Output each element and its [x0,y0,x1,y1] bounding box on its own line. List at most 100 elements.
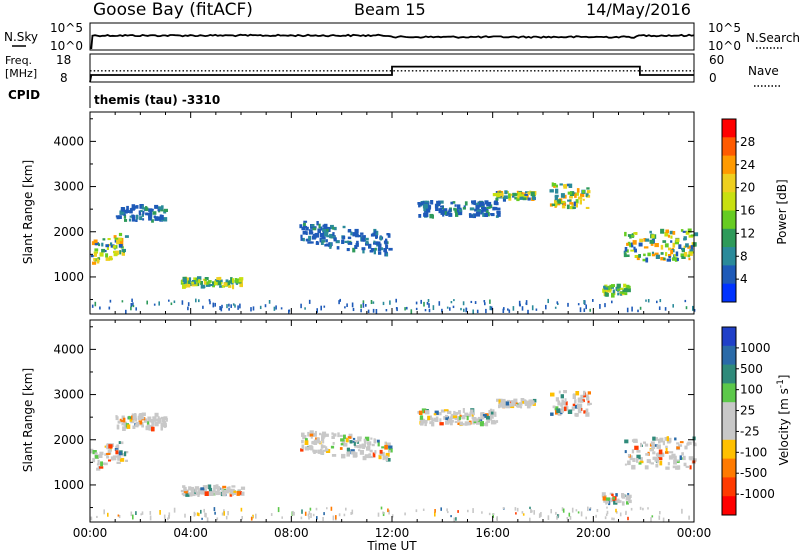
data-cell [508,309,511,313]
data-cell [225,515,228,520]
data-cell [492,206,496,211]
data-cell [404,512,406,516]
data-cell [601,492,606,496]
data-cell [693,309,696,312]
data-cell [346,451,350,457]
data-cell [443,416,447,420]
data-cell [102,238,106,241]
nsearch-tick-top: 10^5 [708,21,741,35]
data-cell [659,437,664,443]
data-cell [458,416,462,420]
data-cell [682,455,686,461]
data-cell [190,486,194,491]
data-cell [656,300,658,304]
data-cell [575,413,579,417]
data-cell [638,462,642,465]
data-cell [205,512,207,518]
data-cell [502,507,505,510]
data-cell [585,412,590,417]
data-cell [633,246,636,250]
data-cell [305,438,308,442]
data-cell [309,229,313,233]
data-cell [94,243,98,246]
data-cell [551,203,556,206]
freq-tick-top: 18 [56,53,71,67]
data-cell [385,309,388,312]
data-cell [154,204,159,209]
data-cell [449,307,451,311]
data-cell [449,416,453,420]
data-cell [205,281,209,285]
data-cell [624,463,627,466]
data-cell [454,208,458,213]
data-cell [229,488,233,493]
colorbar-swatch [722,421,736,441]
freq-tick-bottom: 8 [60,71,68,85]
data-cell [346,248,350,252]
data-cell [529,517,531,522]
data-cell [512,193,517,196]
data-cell [148,216,152,221]
data-cell [688,257,691,261]
data-cell [110,242,113,246]
data-cell [301,226,305,231]
nave-tick-bottom: 0 [709,71,717,85]
data-cell [514,197,518,200]
data-cell [367,455,371,458]
data-cell [332,235,336,238]
power-panel-background [90,112,694,314]
data-cell [417,202,420,205]
data-cell [482,414,487,418]
data-cell [574,193,577,198]
data-cell [370,300,373,305]
data-cell [428,308,431,313]
data-cell [676,442,680,445]
data-cell [507,308,509,311]
data-cell [160,416,164,419]
data-cell [109,299,112,303]
data-cell [312,449,315,453]
data-cell [685,306,688,310]
nsearch-tick-bottom: 10^0 [708,39,741,53]
data-cell [340,443,344,446]
data-cell [674,459,679,462]
data-cell [195,277,199,282]
colorbar-swatch [722,345,736,366]
data-cell [464,421,468,426]
data-cell [310,436,313,439]
data-cell [440,507,442,511]
power-colorbar-label: Power [dB] [775,179,789,244]
data-cell [560,402,563,407]
data-cell [624,439,629,444]
data-cell [692,458,697,462]
data-cell [440,210,445,215]
data-cell [681,247,684,251]
data-cell [338,300,340,305]
data-cell [270,513,273,516]
data-cell [436,200,440,204]
data-cell [322,517,324,522]
data-cell [565,406,569,411]
data-cell [604,284,608,288]
data-cell [496,207,501,211]
data-cell [187,306,189,311]
data-cell [337,432,340,438]
colorbar-swatch [722,137,736,157]
data-cell [203,508,205,513]
data-cell [157,206,162,210]
data-cell [674,240,679,245]
data-cell [422,200,427,204]
data-cell [305,226,309,231]
beam-title: Beam 15 [354,0,426,19]
data-cell [665,448,668,452]
data-cell [302,230,307,235]
data-cell [119,210,123,215]
data-cell [444,409,449,412]
data-cell [330,242,332,248]
data-cell [114,448,119,451]
data-cell [192,493,196,497]
data-cell [496,192,501,198]
data-cell [450,515,452,518]
data-cell [555,184,558,188]
data-cell [218,277,221,280]
